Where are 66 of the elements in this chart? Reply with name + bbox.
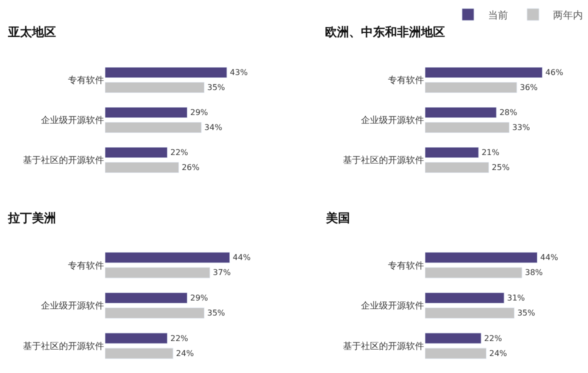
y-tick-label: 企业级开源软件	[361, 300, 424, 312]
data-label: 38%	[524, 268, 544, 278]
bar	[105, 82, 204, 93]
data-label: 24%	[176, 348, 194, 358]
data-label: 43%	[230, 68, 248, 77]
data-label: 33%	[512, 123, 530, 132]
bar	[105, 107, 188, 118]
data-label: 35%	[207, 308, 226, 318]
data-label: 22%	[170, 148, 189, 157]
data-label: 36%	[520, 83, 538, 92]
legend-label: 两年内	[553, 9, 583, 22]
data-label: 29%	[190, 293, 208, 302]
data-label: 35%	[517, 308, 536, 318]
y-tick-label: 基于社区的开源软件	[343, 155, 424, 166]
bar	[425, 67, 543, 78]
y-tick-label: 专有软件	[388, 260, 424, 272]
data-label: 25%	[492, 163, 510, 172]
bar	[425, 107, 497, 118]
bar	[425, 252, 538, 264]
y-tick-label: 基于社区的开源软件	[23, 155, 104, 166]
data-label: 29%	[190, 108, 208, 117]
data-label: 46%	[545, 68, 564, 77]
data-label: 37%	[212, 268, 232, 278]
bar	[425, 162, 490, 173]
bar	[425, 308, 515, 319]
bar	[425, 147, 479, 158]
bar	[105, 162, 179, 173]
y-tick-label: 企业级开源软件	[361, 115, 424, 126]
data-label: 22%	[170, 334, 189, 343]
data-label: 28%	[499, 108, 518, 117]
data-label: 34%	[204, 123, 223, 132]
bar	[105, 122, 202, 133]
data-label: 26%	[182, 163, 200, 172]
chart-title: 美国	[325, 211, 350, 225]
y-tick-label: 企业级开源软件	[41, 115, 104, 126]
y-tick-label: 专有软件	[68, 75, 104, 86]
bar	[425, 292, 504, 304]
bar	[425, 122, 510, 133]
data-label: 35%	[207, 83, 226, 92]
bar	[105, 267, 210, 278]
bar	[105, 292, 188, 304]
bar	[105, 348, 174, 359]
y-tick-label: 基于社区的开源软件	[23, 340, 104, 352]
data-label: 31%	[507, 293, 526, 302]
bar	[425, 82, 518, 93]
y-tick-label: 基于社区的开源软件	[343, 340, 424, 352]
bar	[425, 348, 486, 359]
data-label: 21%	[482, 148, 500, 157]
chart-title: 亚太地区	[7, 25, 56, 39]
data-label: 44%	[540, 253, 558, 262]
chart-title: 欧洲、中东和非洲地区	[325, 25, 445, 39]
data-label: 24%	[489, 348, 508, 358]
data-label: 44%	[232, 253, 251, 262]
bar	[105, 67, 228, 78]
data-label: 22%	[484, 334, 502, 343]
y-tick-label: 专有软件	[388, 75, 424, 86]
chart-title: 拉丁美洲	[7, 211, 56, 225]
legend-label: 当前	[488, 9, 508, 22]
bar	[105, 308, 204, 319]
y-tick-label: 企业级开源软件	[41, 300, 104, 312]
y-tick-label: 专有软件	[68, 260, 104, 272]
bar	[425, 332, 482, 344]
bar	[425, 267, 522, 278]
bar	[105, 147, 168, 158]
bar	[105, 332, 168, 344]
bar	[105, 252, 230, 264]
